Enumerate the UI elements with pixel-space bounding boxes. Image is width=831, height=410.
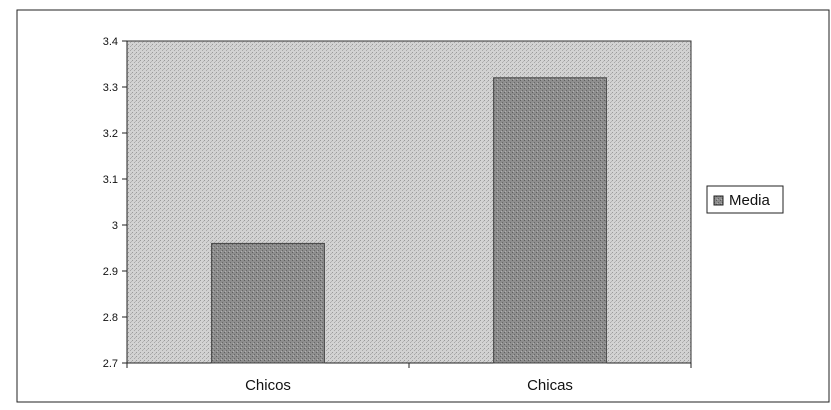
y-tick-label: 3.2 bbox=[103, 128, 118, 140]
y-tick-label: 3.3 bbox=[103, 82, 118, 94]
x-category-label: Chicas bbox=[527, 377, 573, 394]
x-category-label: Chicos bbox=[245, 377, 291, 394]
bar-chicas bbox=[493, 77, 607, 364]
bar-series-media bbox=[211, 77, 607, 364]
x-axis-ticks: Chicos Chicas bbox=[126, 363, 692, 394]
legend-box bbox=[706, 185, 784, 214]
y-tick-label: 2.7 bbox=[103, 358, 118, 370]
legend: Media bbox=[706, 185, 784, 214]
bar-chicos bbox=[211, 242, 325, 364]
y-axis-ticks: 3.4 3.3 3.2 3.1 3 2.9 2.8 2.7 bbox=[103, 36, 127, 370]
legend-swatch-media bbox=[713, 195, 724, 206]
y-tick-label: 2.8 bbox=[103, 312, 118, 324]
y-tick-label: 3.4 bbox=[103, 36, 118, 48]
legend-label-media: Media bbox=[729, 192, 771, 209]
y-tick-label: 2.9 bbox=[103, 266, 118, 278]
y-tick-label: 3.1 bbox=[103, 174, 118, 186]
y-tick-label: 3 bbox=[112, 220, 118, 232]
chart-area-frame bbox=[16, 9, 830, 403]
